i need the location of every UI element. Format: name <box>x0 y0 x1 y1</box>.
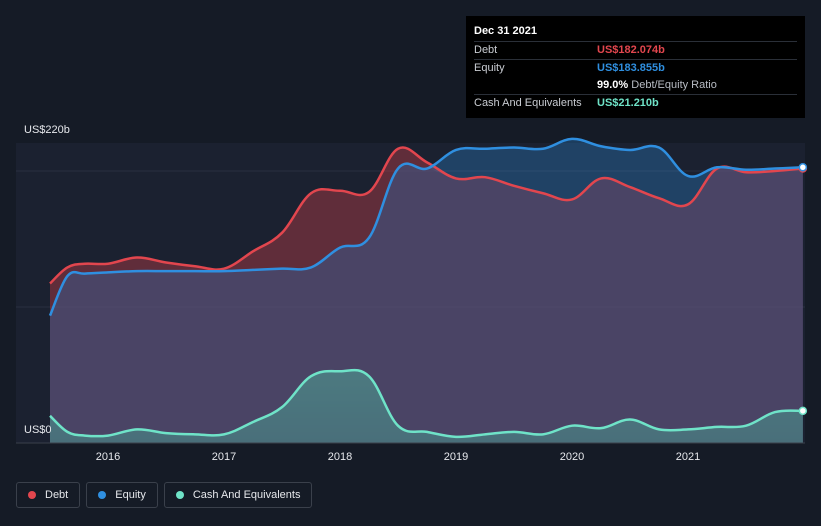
tooltip-equity-label: Equity <box>474 62 505 74</box>
x-tick-label: 2019 <box>443 451 469 463</box>
x-tick-label: 2017 <box>211 451 237 463</box>
cash-dot-icon <box>175 491 184 499</box>
tooltip-panel: Dec 31 2021 Debt US$182.074b Equity US$1… <box>466 16 805 118</box>
tooltip-ratio-row: 99.0% Debt/Equity Ratio <box>474 77 797 94</box>
legend-item-cash[interactable]: Cash And Equivalents <box>163 482 313 508</box>
debt-dot-icon <box>28 491 36 499</box>
y-tick-label-zero: US$0 <box>24 424 52 436</box>
x-tick-label: 2021 <box>675 451 701 463</box>
tooltip-debt-value: US$182.074b <box>597 44 665 56</box>
y-tick-label-top: US$220b <box>24 124 70 136</box>
overlap-area <box>50 162 803 443</box>
tooltip-date: Dec 31 2021 <box>474 25 537 37</box>
tooltip-ratio-label: Debt/Equity Ratio <box>631 79 717 91</box>
tooltip-ratio: 99.0% Debt/Equity Ratio <box>597 77 717 94</box>
tooltip-debt-label: Debt <box>474 44 498 56</box>
tooltip-debt-row: Debt US$182.074b <box>474 41 797 59</box>
legend-item-debt[interactable]: Debt <box>16 482 81 508</box>
tooltip-cash-value: US$21.210b <box>597 97 659 109</box>
equity-dot-icon <box>98 491 107 499</box>
legend-label-debt: Debt <box>45 489 69 501</box>
tooltip-equity-value: US$183.855b <box>597 62 665 74</box>
tooltip-cash-row: Cash And Equivalents US$21.210b <box>474 94 797 112</box>
tooltip-cash-label: Cash And Equivalents <box>474 97 582 109</box>
x-tick-label: 2020 <box>559 451 585 463</box>
legend-label-equity: Equity <box>115 489 146 501</box>
x-tick-label: 2018 <box>327 451 353 463</box>
legend-item-equity[interactable]: Equity <box>86 482 158 508</box>
tooltip-ratio-value: 99.0% <box>597 79 629 91</box>
legend-label-cash: Cash And Equivalents <box>192 489 301 501</box>
equity-end-marker <box>798 163 808 172</box>
cash-line <box>49 368 803 439</box>
debt-line <box>49 146 803 285</box>
x-tick-label: 2016 <box>95 451 121 463</box>
equity-line <box>48 137 803 317</box>
cash-end-marker <box>798 406 808 416</box>
series-layer <box>48 137 803 443</box>
tooltip-equity-row: Equity US$183.855b <box>474 59 797 77</box>
legend: Debt Equity Cash And Equivalents <box>16 482 313 510</box>
end-markers <box>798 163 808 416</box>
